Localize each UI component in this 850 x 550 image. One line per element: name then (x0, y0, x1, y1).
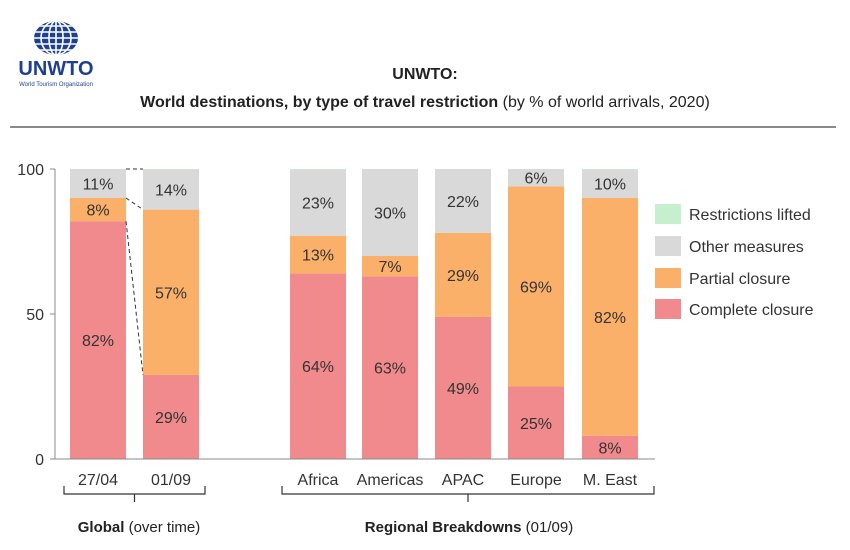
bar-segment (143, 209, 199, 375)
legend-swatch (655, 268, 681, 288)
bar-segment (290, 235, 346, 274)
x-tick-label: 27/04 (78, 472, 118, 489)
data-label: 25% (520, 416, 552, 433)
y-tick-label: 100 (17, 162, 44, 179)
bar-segment (582, 435, 638, 459)
bar-segment (70, 169, 126, 198)
group-label-bold: Regional Breakdowns (365, 519, 522, 536)
bar-segment (508, 169, 564, 187)
bar-segment (290, 169, 346, 170)
data-label: 7% (378, 259, 401, 276)
chart-title: UNWTO: (392, 66, 458, 83)
x-tick-label: M. East (583, 472, 638, 489)
bar-segment (143, 374, 199, 459)
bar-segment (508, 186, 564, 387)
subtitle-rest: (by % of world arrivals, 2020) (498, 94, 710, 111)
data-label: 82% (82, 333, 114, 350)
x-tick-label: Americas (357, 472, 424, 489)
bar-segment (435, 169, 491, 233)
x-tick-label: Africa (298, 472, 339, 489)
data-label: 11% (83, 177, 114, 194)
bar-segment (143, 169, 199, 170)
data-label: 8% (86, 203, 109, 220)
bar-segment (143, 169, 199, 210)
logo-wordmark: UNWTO (18, 58, 94, 80)
group-label-bold: Global (78, 519, 125, 536)
bar-segment (508, 386, 564, 459)
bar-segment (362, 256, 418, 277)
data-label: 82% (594, 310, 626, 327)
y-tick-label: 50 (26, 307, 44, 324)
bar-segment (582, 169, 638, 198)
bar-segment (362, 169, 418, 256)
data-label: 10% (594, 177, 626, 194)
x-tick-label: Europe (510, 472, 562, 489)
bar-segment (70, 221, 126, 459)
data-label: 23% (302, 195, 334, 212)
data-label: 57% (155, 285, 187, 302)
connector-complete (125, 221, 144, 375)
bar-segment (435, 232, 491, 317)
bar-segment (582, 198, 638, 436)
bar-segment (290, 169, 346, 236)
group-label: Global (over time) (78, 519, 201, 536)
bar-segment (582, 169, 638, 170)
bar-segment (70, 198, 126, 222)
data-label: 63% (374, 361, 406, 378)
x-tick-label: 01/09 (151, 472, 191, 489)
legend-label: Partial closure (689, 271, 790, 288)
legend-label: Other measures (689, 239, 804, 256)
legend-swatch (655, 204, 681, 224)
group-label-rest: (01/09) (522, 519, 574, 536)
y-tick-label: 0 (35, 452, 44, 469)
data-label: 29% (447, 268, 479, 285)
data-label: 49% (447, 381, 479, 398)
chart-subtitle: World destinations, by type of travel re… (0, 94, 850, 112)
data-label: 64% (302, 359, 334, 376)
data-label: 13% (302, 248, 334, 265)
logo-subtext: World Tourism Organization (19, 82, 93, 88)
connector-partial (125, 197, 144, 211)
x-tick-label: APAC (442, 472, 484, 489)
bar-segment (362, 276, 418, 459)
data-label: 29% (155, 410, 187, 427)
bar-segment (290, 273, 346, 459)
subtitle-bold: World destinations, by type of travel re… (140, 94, 499, 111)
bar-segment (435, 316, 491, 459)
title-divider (10, 126, 836, 128)
data-label: 14% (155, 182, 187, 199)
globe-icon (34, 21, 78, 55)
legend-label: Restrictions lifted (689, 207, 811, 224)
legend-swatch (655, 236, 681, 256)
group-label: Regional Breakdowns (01/09) (365, 519, 573, 536)
data-label: 8% (598, 440, 621, 457)
data-label: 30% (374, 206, 406, 223)
legend-swatch (655, 299, 681, 319)
data-label: 6% (524, 171, 547, 188)
unwto-logo: UNWTO World Tourism Organization (14, 18, 98, 88)
legend-label: Complete closure (689, 302, 814, 319)
data-label: 69% (520, 279, 552, 296)
data-label: 22% (447, 194, 479, 211)
group-label-rest: (over time) (124, 519, 200, 536)
